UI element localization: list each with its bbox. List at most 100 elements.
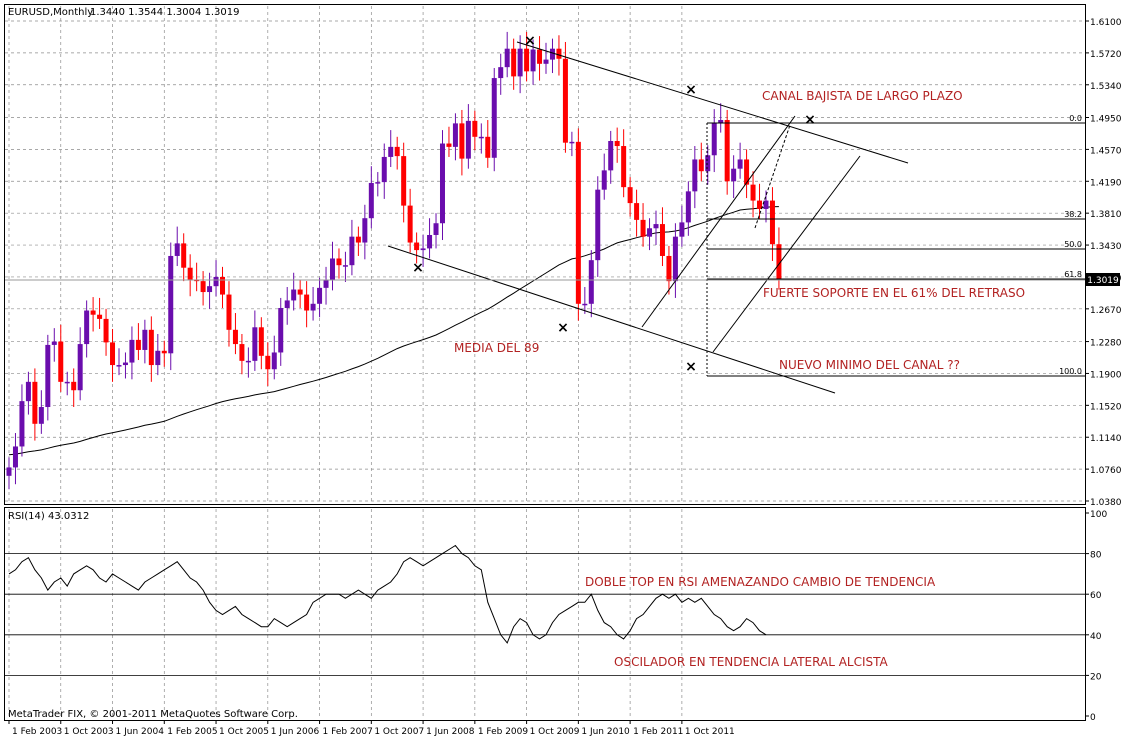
candle-body xyxy=(459,123,465,159)
candle-body xyxy=(724,120,730,182)
candle-body xyxy=(71,381,77,391)
candle-body xyxy=(465,120,471,159)
candle-body xyxy=(323,280,329,288)
pivot-marker: × xyxy=(804,112,816,128)
rising-channel-right xyxy=(712,155,861,353)
candle-body xyxy=(336,258,342,266)
rsi-tick-label: 60 xyxy=(1090,591,1102,601)
candle-body xyxy=(368,182,374,219)
rsi-tick-label: 20 xyxy=(1090,672,1102,682)
time-axis: 1 Feb 2003 1 Oct 2003 1 Jun 2004 1 Feb 2005… xyxy=(8,720,735,737)
candle-body xyxy=(245,360,251,363)
candle-body xyxy=(278,307,284,353)
candle-body xyxy=(446,143,452,147)
candle-body xyxy=(549,48,555,60)
rsi-header: RSI(14) 43.0312 xyxy=(8,511,89,522)
candle-body xyxy=(582,303,588,306)
price-tick-label: 1.2670 xyxy=(1090,306,1122,316)
main-grid xyxy=(5,6,1085,503)
candle-body xyxy=(614,141,620,147)
candle-body xyxy=(375,182,381,184)
candle-body xyxy=(310,303,316,311)
candle-body xyxy=(769,200,775,245)
candle-body xyxy=(569,141,575,144)
time-tick-label: 1 Feb 2005 xyxy=(167,727,217,737)
candle-body xyxy=(142,329,148,350)
price-axis: 1.6100 1.5720 1.5340 1.4950 1.4570 1.4190 1.38… xyxy=(1085,18,1122,508)
candle-body xyxy=(420,248,426,251)
candle-body xyxy=(181,243,187,268)
candle-body xyxy=(653,224,659,229)
candle-body xyxy=(355,236,361,243)
candle-body xyxy=(452,123,458,147)
candle-body xyxy=(627,187,633,204)
candle-body xyxy=(38,407,44,424)
fib-label-100: 100.0 xyxy=(1059,367,1082,376)
pivot-marker: × xyxy=(412,260,424,276)
candle-body xyxy=(135,339,141,350)
candle-body xyxy=(304,294,310,311)
candle-body xyxy=(388,146,394,157)
candle-body xyxy=(692,159,698,192)
time-tick-label: 1 Oct 2007 xyxy=(374,727,424,737)
candle-body xyxy=(19,401,25,447)
candle-body xyxy=(504,48,510,68)
time-tick-label: 1 Oct 2003 xyxy=(64,727,114,737)
annotation-rsi-double-top: DOBLE TOP EN RSI AMENAZANDO CAMBIO DE TE… xyxy=(585,575,936,589)
rsi-tick-label: 40 xyxy=(1090,632,1102,642)
time-tick-label: 1 Jun 2010 xyxy=(581,727,630,737)
candle-body xyxy=(621,146,627,188)
annotation-ma: MEDIA DEL 89 xyxy=(454,341,539,355)
time-tick-label: 1 Jun 2004 xyxy=(116,727,165,737)
candle-body xyxy=(744,159,750,185)
candle-body xyxy=(588,260,594,304)
candle-body xyxy=(543,59,549,64)
candle-body xyxy=(297,289,303,295)
candle-body xyxy=(685,191,691,223)
copyright-footer: MetaTrader FIX, © 2001-2011 MetaQuotes S… xyxy=(8,709,298,720)
candle-body xyxy=(291,289,297,301)
candle-body xyxy=(556,48,562,59)
candle-body xyxy=(122,362,128,366)
candle-body xyxy=(77,344,83,391)
candle-body xyxy=(647,228,653,237)
candle-body xyxy=(478,136,484,139)
candle-body xyxy=(537,49,543,64)
candle-body xyxy=(485,136,491,158)
candle-body xyxy=(90,310,96,315)
candle-body xyxy=(330,258,335,281)
candle-body xyxy=(58,341,64,382)
fib-label-38: 38.2 xyxy=(1064,210,1082,219)
candle-body xyxy=(731,168,737,182)
pivot-marker: × xyxy=(685,359,697,375)
time-tick-label: 1 Oct 2005 xyxy=(219,727,269,737)
candle-body xyxy=(32,381,38,424)
fib-label-61: 61.8 xyxy=(1064,270,1082,279)
candle-body xyxy=(562,58,568,143)
chart-symbol: EURUSD,Monthly xyxy=(8,7,93,18)
candle-body xyxy=(711,122,717,156)
candle-body xyxy=(595,189,601,261)
price-tick-label: 1.1520 xyxy=(1090,402,1122,412)
fib-label-0: 0.0 xyxy=(1069,114,1082,123)
candle-body xyxy=(349,236,355,266)
candle-body xyxy=(232,329,238,345)
candle-body xyxy=(698,159,704,172)
price-tick-label: 1.5340 xyxy=(1090,82,1122,92)
candle-body xyxy=(271,352,277,370)
candle-body xyxy=(401,156,407,206)
candle-body xyxy=(394,146,400,157)
candle-body xyxy=(498,67,504,79)
candle-body xyxy=(672,236,678,282)
current-price-label: 1.3019 xyxy=(1087,276,1119,286)
price-tick-label: 1.4570 xyxy=(1090,146,1122,156)
candle-body xyxy=(640,219,646,237)
candle-body xyxy=(342,265,348,267)
candle-body xyxy=(110,342,116,366)
candle-body xyxy=(601,170,607,190)
candle-body xyxy=(116,365,122,367)
candle-body xyxy=(679,222,685,237)
candle-body xyxy=(439,143,445,224)
price-tick-label: 1.6100 xyxy=(1090,18,1122,28)
